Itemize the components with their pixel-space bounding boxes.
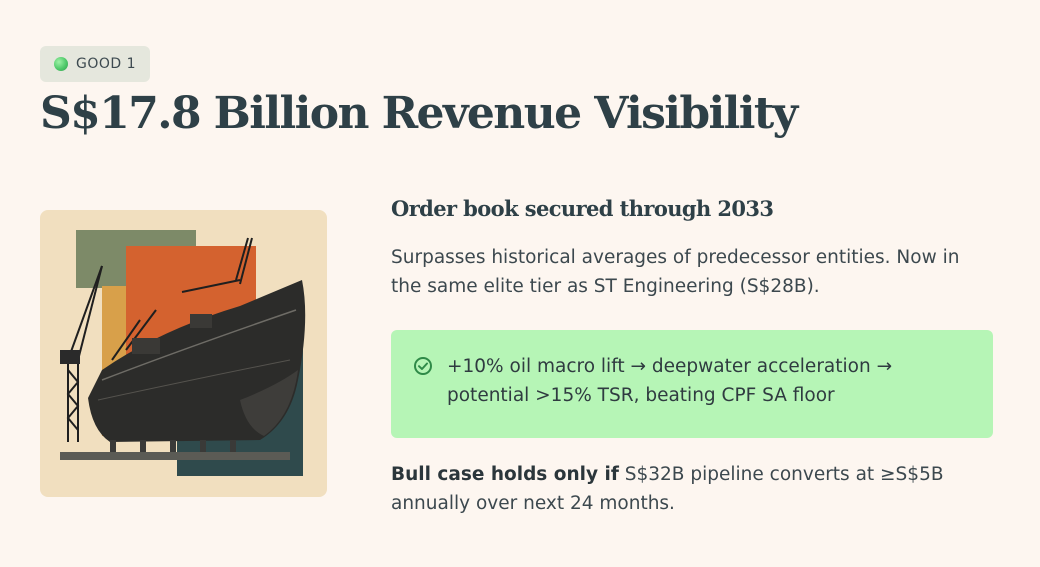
status-dot-icon (54, 57, 68, 71)
check-circle-icon (413, 356, 433, 381)
badge-label: GOOD 1 (76, 56, 137, 72)
ship-illustration (40, 210, 327, 497)
callout-text: +10% oil macro lift → deepwater accelera… (447, 356, 893, 406)
section-subtitle: Order book secured through 2033 (391, 196, 774, 221)
content-panel: Order book secured through 2033 Surpasse… (391, 196, 993, 518)
bull-case-lead: Bull case holds only if (391, 464, 619, 485)
bull-case-text: Bull case holds only if S$32B pipeline c… (391, 460, 993, 518)
highlight-callout: +10% oil macro lift → deepwater accelera… (391, 330, 993, 438)
status-badge: GOOD 1 (40, 46, 151, 82)
page-title: S$17.8 Billion Revenue Visibility (40, 88, 798, 139)
bull-case-body: S$32B pipeline converts at ≥S$5B annuall… (391, 464, 944, 514)
ship-drydock-image (60, 230, 306, 476)
description-text: Surpasses historical averages of predece… (391, 247, 960, 297)
